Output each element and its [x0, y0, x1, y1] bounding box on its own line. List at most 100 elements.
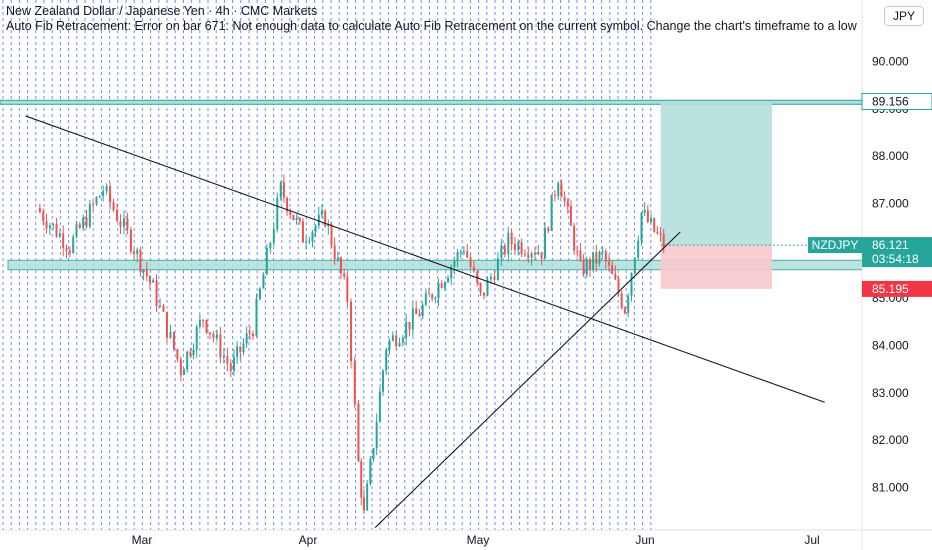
- candle-body: [88, 203, 91, 227]
- candle-body: [437, 283, 440, 299]
- time-axis[interactable]: Mar Apr May Jun Jul: [132, 533, 820, 547]
- candle-body: [52, 223, 55, 226]
- candle-body: [95, 197, 98, 205]
- candle-body: [557, 183, 560, 197]
- candle-body: [109, 186, 112, 203]
- candle-body: [614, 273, 617, 280]
- candle-body: [357, 403, 360, 462]
- candle-body: [317, 214, 320, 226]
- candle-body: [553, 194, 556, 197]
- currency-label[interactable]: JPY: [883, 6, 924, 26]
- candle-body: [85, 217, 88, 227]
- candle-body: [308, 241, 311, 243]
- candle-body: [205, 320, 208, 333]
- candle-body: [183, 369, 186, 375]
- price-tick-label: 88.000: [872, 149, 909, 163]
- candle-body: [623, 307, 626, 314]
- candle-body: [456, 251, 459, 262]
- candle-body: [411, 308, 414, 330]
- candle-body: [272, 229, 275, 244]
- candle-body: [226, 356, 229, 364]
- candle-body: [295, 217, 298, 220]
- candle-body: [513, 244, 516, 251]
- candle-body: [483, 292, 486, 296]
- candle-body: [159, 305, 162, 307]
- candle-body: [520, 242, 523, 254]
- candle-body: [353, 361, 356, 404]
- candle-body: [637, 240, 640, 258]
- candle-body: [255, 298, 258, 337]
- candle-body: [533, 253, 536, 255]
- candle-body: [428, 293, 431, 295]
- candle-body: [208, 332, 211, 335]
- candle-body: [517, 242, 520, 251]
- bar-countdown-label: 03:54:18: [872, 252, 919, 266]
- candle-body: [219, 334, 222, 358]
- candle-body: [372, 448, 375, 459]
- candle-body: [78, 224, 81, 229]
- candle-body: [582, 259, 585, 275]
- candle-body: [242, 343, 245, 353]
- current-price-label: 86.121: [872, 238, 909, 252]
- stop-price-box: [862, 280, 932, 297]
- candle-body: [620, 293, 623, 308]
- candle-body: [148, 276, 151, 283]
- candle-body: [366, 483, 369, 511]
- profit-target-box: [660, 101, 772, 246]
- candle-body: [282, 182, 285, 198]
- candle-body: [343, 273, 346, 277]
- candle-body: [305, 241, 308, 243]
- candle-body: [563, 197, 566, 201]
- candle-body: [579, 250, 582, 260]
- candle-body: [601, 251, 604, 253]
- candle-body: [252, 333, 254, 337]
- candle-body: [595, 252, 598, 264]
- symbol-tag-label: NZDJPY: [812, 238, 859, 252]
- candle-body: [65, 248, 68, 251]
- candle-body: [82, 217, 85, 229]
- candle-body: [537, 252, 540, 255]
- trendline-ascending: [374, 231, 681, 529]
- candle-body: [418, 314, 421, 317]
- candle-body: [611, 265, 614, 274]
- candle-body: [469, 257, 472, 267]
- candle-body: [58, 233, 61, 237]
- candle-body: [440, 283, 443, 288]
- candle-body: [523, 253, 526, 255]
- candle-body: [245, 333, 248, 344]
- candle-body: [382, 370, 385, 392]
- candle-body: [265, 248, 268, 275]
- candle-body: [298, 217, 301, 222]
- candle-body: [55, 223, 58, 237]
- candle-body: [192, 349, 195, 356]
- price-tick-label: 87.000: [872, 196, 909, 210]
- candle-body: [145, 269, 148, 277]
- candle-body: [576, 250, 579, 252]
- candle-body: [527, 254, 530, 258]
- candle-body: [573, 225, 576, 251]
- candle-body: [472, 266, 475, 272]
- candle-body: [276, 197, 279, 230]
- candle-body: [431, 294, 434, 299]
- candle-body: [105, 186, 108, 192]
- candle-body: [550, 194, 553, 231]
- time-label-mar: Mar: [132, 533, 153, 547]
- candle-body: [314, 225, 317, 232]
- candle-body: [68, 250, 71, 253]
- candle-body: [650, 218, 653, 223]
- candle-body: [45, 221, 48, 229]
- candle-body: [92, 203, 95, 205]
- candle-body: [424, 293, 427, 305]
- candle-body: [98, 196, 101, 198]
- candle-body: [585, 259, 588, 275]
- candle-body: [346, 276, 349, 302]
- candle-body: [543, 227, 546, 259]
- candle-body: [453, 261, 456, 267]
- time-label-jun: Jun: [635, 533, 654, 547]
- candle-body: [236, 346, 239, 357]
- time-label-jul: Jul: [804, 533, 819, 547]
- candle-body: [604, 251, 607, 262]
- candle-body: [592, 252, 595, 269]
- candle-body: [646, 210, 649, 223]
